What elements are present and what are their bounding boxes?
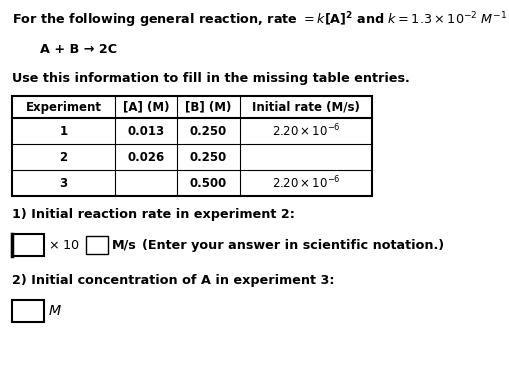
Text: A + B → 2C: A + B → 2C (40, 43, 117, 56)
Text: 2) Initial concentration of A in experiment 3:: 2) Initial concentration of A in experim… (12, 274, 334, 287)
Text: $\mathit{M}$: $\mathit{M}$ (48, 304, 62, 318)
Text: Initial rate (M/s): Initial rate (M/s) (251, 101, 359, 113)
Text: 0.500: 0.500 (189, 177, 227, 190)
Text: [A] (M): [A] (M) (123, 101, 169, 113)
Bar (12, 96, 371, 196)
Text: 2: 2 (60, 150, 67, 163)
Text: $2.20 \times 10^{-6}$: $2.20 \times 10^{-6}$ (271, 123, 340, 139)
Text: 1) Initial reaction rate in experiment 2:: 1) Initial reaction rate in experiment 2… (12, 208, 294, 221)
Text: 0.250: 0.250 (189, 150, 227, 163)
Text: 3: 3 (60, 177, 67, 190)
Bar (12, 300, 44, 322)
Text: M/s: M/s (112, 239, 136, 251)
Text: Experiment: Experiment (25, 101, 101, 113)
Text: 1: 1 (60, 125, 67, 138)
Text: [B] (M): [B] (M) (185, 101, 231, 113)
Text: $2.20 \times 10^{-6}$: $2.20 \times 10^{-6}$ (271, 175, 340, 191)
Text: 0.013: 0.013 (127, 125, 164, 138)
Text: 0.026: 0.026 (127, 150, 164, 163)
Text: For the following general reaction, rate $= k\mathbf{[A]^2}$ and $k = 1.3 \times: For the following general reaction, rate… (12, 10, 509, 30)
Bar (12, 234, 44, 256)
Bar (86, 236, 108, 254)
Text: $\times\ 10$: $\times\ 10$ (48, 239, 80, 251)
Text: Use this information to fill in the missing table entries.: Use this information to fill in the miss… (12, 72, 409, 85)
Text: (Enter your answer in scientific notation.): (Enter your answer in scientific notatio… (142, 239, 443, 251)
Text: 0.250: 0.250 (189, 125, 227, 138)
